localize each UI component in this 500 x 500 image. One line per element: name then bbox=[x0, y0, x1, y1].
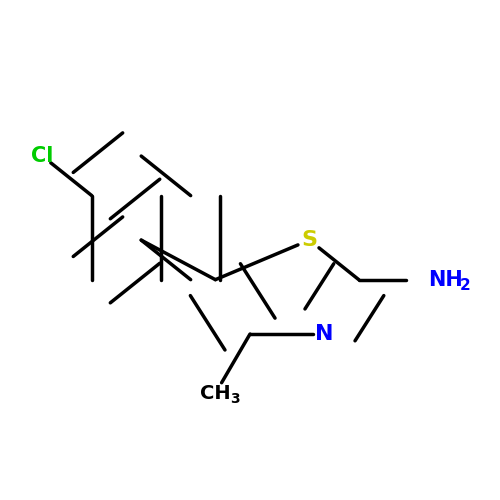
Text: S: S bbox=[302, 230, 318, 250]
Text: Cl: Cl bbox=[31, 146, 54, 166]
Text: 3: 3 bbox=[230, 392, 240, 406]
Text: NH: NH bbox=[428, 270, 463, 289]
Text: 2: 2 bbox=[460, 278, 470, 293]
Text: CH: CH bbox=[200, 384, 230, 403]
Text: N: N bbox=[315, 324, 334, 344]
